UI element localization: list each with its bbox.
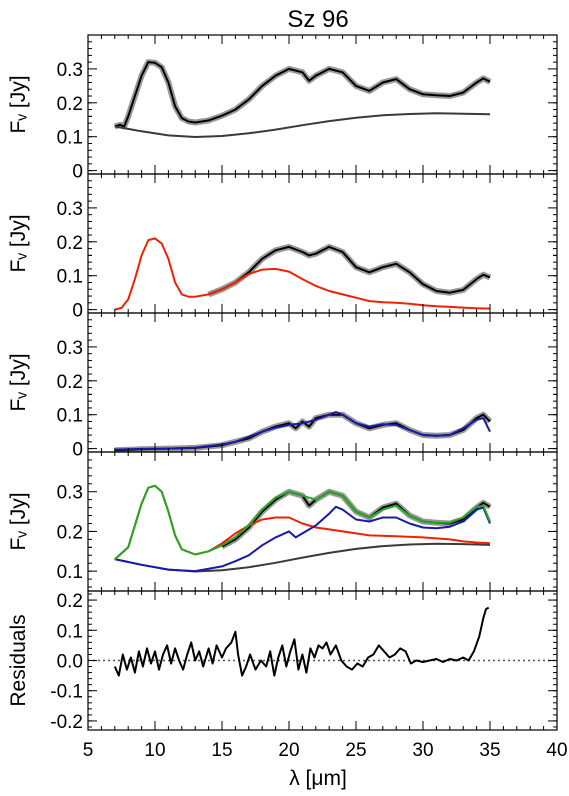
x-tick-label: 40 bbox=[546, 740, 567, 761]
panel-3: 0 0.1 0.2 0.3 Fᵥ [Jy] bbox=[7, 312, 558, 461]
y-tick-label: 0.1 bbox=[57, 621, 83, 642]
series-line-4 bbox=[114, 505, 491, 573]
y-tick-label: 0.3 bbox=[57, 199, 83, 220]
series-line-1 bbox=[113, 606, 490, 677]
panel-2: 0 0.1 0.2 0.3 Fᵥ [Jy] bbox=[7, 173, 558, 322]
y-tick-label: 0.2 bbox=[57, 233, 83, 254]
series-line-1 bbox=[114, 61, 491, 128]
series-line-5 bbox=[114, 484, 491, 560]
series-line-2 bbox=[114, 112, 491, 138]
y-axis-label: Fᵥ [Jy] bbox=[7, 353, 30, 411]
x-axis-label: λ [μm] bbox=[289, 767, 347, 790]
y-tick-label: 0 bbox=[72, 440, 83, 461]
panel-4: 0.1 0.2 0.3 Fᵥ [Jy] bbox=[7, 451, 558, 592]
x-tick-label: 5 bbox=[83, 740, 94, 761]
y-axis-label: Fᵥ [Jy] bbox=[7, 492, 30, 550]
panel-frame bbox=[87, 34, 558, 175]
y-tick-label: 0.1 bbox=[57, 267, 83, 288]
y-tick-label: 0.3 bbox=[57, 338, 83, 359]
series-line-2 bbox=[114, 542, 491, 573]
x-tick-label: 20 bbox=[278, 740, 299, 761]
series-line-1 bbox=[208, 245, 491, 296]
x-tick-label: 30 bbox=[412, 740, 433, 761]
panel-frame bbox=[87, 312, 558, 453]
y-axis-label: Residuals bbox=[7, 614, 30, 706]
y-tick-label: 0.1 bbox=[57, 562, 83, 583]
y-tick-label: 0.1 bbox=[57, 128, 83, 149]
panel-frame bbox=[87, 451, 558, 592]
y-tick-label: 0.1 bbox=[57, 406, 83, 427]
y-tick-label: 0.0 bbox=[57, 652, 83, 673]
panel-1: 0 0.1 0.2 0.3 Fᵥ [Jy] bbox=[7, 34, 558, 183]
panel-frame bbox=[87, 173, 558, 314]
y-tick-label: 0 bbox=[72, 162, 83, 183]
series-line-2 bbox=[114, 237, 491, 311]
y-axis-label: Fᵥ [Jy] bbox=[7, 75, 30, 133]
panel-5: -0.2 -0.1 0.0 0.1 0.2 Residuals bbox=[7, 590, 558, 733]
panels: 00.10.20.3Fᵥ [Jy]00.10.20.3Fᵥ [Jy]00.10.… bbox=[7, 34, 558, 733]
x-tick-label: 10 bbox=[144, 740, 165, 761]
chart-title: Sz 96 bbox=[287, 6, 348, 33]
y-tick-label: 0.2 bbox=[57, 591, 83, 612]
y-tick-label: 0 bbox=[72, 301, 83, 322]
x-tick-label: 15 bbox=[211, 740, 232, 761]
x-tick-labels: 5 10 15 20 25 30 35 40 bbox=[83, 740, 568, 761]
y-tick-label: 0.2 bbox=[57, 522, 83, 543]
y-tick-label: 0.2 bbox=[57, 372, 83, 393]
uncertainty-band bbox=[114, 411, 493, 452]
y-tick-label: 0.3 bbox=[57, 483, 83, 504]
y-tick-label: 0.2 bbox=[57, 94, 83, 115]
y-tick-label: -0.1 bbox=[50, 682, 83, 703]
y-tick-label: -0.2 bbox=[50, 712, 83, 733]
y-tick-label: 0.3 bbox=[57, 60, 83, 81]
x-tick-label: 25 bbox=[345, 740, 366, 761]
y-axis-label: Fᵥ [Jy] bbox=[7, 214, 30, 272]
x-tick-label: 35 bbox=[479, 740, 500, 761]
series-line-2 bbox=[114, 411, 491, 451]
